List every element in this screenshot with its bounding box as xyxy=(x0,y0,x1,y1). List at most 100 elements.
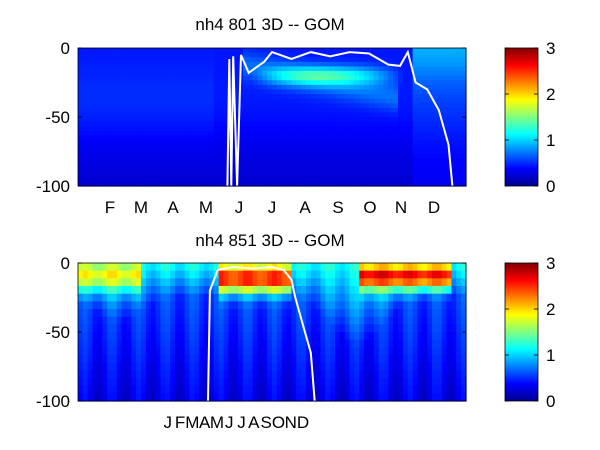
heatmap-cell xyxy=(267,378,273,387)
heatmap-cell xyxy=(349,84,356,90)
heatmap-cell xyxy=(388,149,394,155)
heatmap-cell xyxy=(301,286,307,295)
heatmap-cell xyxy=(194,98,200,104)
heatmap-cell xyxy=(213,309,220,318)
heatmap-cell xyxy=(373,278,380,287)
heatmap-cell xyxy=(170,355,176,364)
heatmap-cell xyxy=(189,370,195,379)
heatmap-cell xyxy=(92,309,98,318)
heatmap-cell xyxy=(189,98,195,104)
heatmap-cell xyxy=(373,293,380,302)
heatmap-cell xyxy=(281,98,288,104)
heatmap-cell xyxy=(213,378,220,387)
heatmap-cell xyxy=(330,158,336,164)
heatmap-cell xyxy=(175,130,181,136)
heatmap-cell xyxy=(301,378,307,387)
heatmap-cell xyxy=(131,324,137,333)
heatmap-cell xyxy=(291,149,297,155)
heatmap-cell xyxy=(184,140,191,146)
heatmap-cell xyxy=(373,309,380,318)
heatmap-cell xyxy=(131,103,137,109)
heatmap-cell xyxy=(291,393,297,402)
heatmap-cell xyxy=(461,301,467,310)
heatmap-cell xyxy=(184,316,191,325)
heatmap-cell xyxy=(111,309,118,318)
heatmap-cell xyxy=(155,309,162,318)
heatmap-cell xyxy=(446,309,453,318)
heatmap-cell xyxy=(116,48,123,54)
heatmap-cell xyxy=(296,153,302,159)
heatmap-cell xyxy=(204,347,210,356)
heatmap-cell xyxy=(364,158,370,164)
heatmap-cell xyxy=(451,71,457,77)
heatmap-cell xyxy=(441,57,448,63)
heatmap-cell xyxy=(456,167,462,173)
heatmap-cell xyxy=(436,270,443,279)
heatmap-cell xyxy=(97,75,103,81)
heatmap-cell xyxy=(272,355,278,364)
x-tick-label: O xyxy=(363,198,376,217)
heatmap-cell xyxy=(121,158,128,164)
heatmap-cell xyxy=(325,126,331,132)
heatmap-cell xyxy=(160,71,166,77)
heatmap-cell xyxy=(407,316,414,325)
heatmap-cell xyxy=(150,278,157,287)
heatmap-cell xyxy=(432,84,438,90)
heatmap-cell xyxy=(281,167,288,173)
heatmap-cell xyxy=(175,393,181,402)
heatmap-cell xyxy=(78,66,84,72)
heatmap-cell xyxy=(320,80,326,86)
heatmap-cell xyxy=(402,126,409,132)
heatmap-cell xyxy=(238,278,244,287)
heatmap-cell xyxy=(247,94,254,100)
heatmap-cell xyxy=(398,286,404,295)
heatmap-cell xyxy=(432,144,438,150)
heatmap-cell xyxy=(272,149,278,155)
heatmap-cell xyxy=(276,293,283,302)
heatmap-cell xyxy=(223,94,229,100)
heatmap-cell xyxy=(354,347,360,356)
heatmap-cell xyxy=(97,144,103,150)
heatmap-cell xyxy=(441,89,448,95)
heatmap-cell xyxy=(92,107,98,113)
heatmap-cell xyxy=(286,286,292,295)
heatmap-cell xyxy=(165,57,171,63)
heatmap-cell xyxy=(349,89,356,95)
heatmap-cell xyxy=(107,135,113,141)
heatmap-cell xyxy=(354,316,360,325)
heatmap-cell xyxy=(155,130,162,136)
heatmap-cell xyxy=(315,130,322,136)
heatmap-cell xyxy=(315,176,322,182)
heatmap-cell xyxy=(204,270,210,279)
heatmap-cell xyxy=(257,112,263,118)
heatmap-cell xyxy=(301,301,307,310)
heatmap-cell xyxy=(296,89,302,95)
heatmap-cell xyxy=(272,172,278,178)
heatmap-cell xyxy=(126,140,132,146)
heatmap-cell xyxy=(97,301,103,310)
heatmap-cell xyxy=(97,393,103,402)
heatmap-cell xyxy=(145,332,152,341)
heatmap-cell xyxy=(82,176,89,182)
heatmap-cell xyxy=(141,324,147,333)
heatmap-cell xyxy=(116,270,123,279)
heatmap-cell xyxy=(432,301,438,310)
heatmap-cell xyxy=(315,339,322,348)
heatmap-cell xyxy=(121,135,128,141)
heatmap-cell xyxy=(267,385,273,394)
heatmap-cell xyxy=(145,89,152,95)
heatmap-cell xyxy=(102,153,108,159)
heatmap-cell xyxy=(378,167,385,173)
heatmap-cell xyxy=(189,89,195,95)
heatmap-cell xyxy=(179,71,186,77)
heatmap-cell xyxy=(204,278,210,287)
heatmap-cell xyxy=(242,270,249,279)
heatmap-cell xyxy=(276,112,283,118)
heatmap-cell xyxy=(359,135,365,141)
heatmap-cell xyxy=(179,84,186,90)
heatmap-cell xyxy=(301,107,307,113)
heatmap-cell xyxy=(213,112,220,118)
heatmap-cell xyxy=(199,89,205,95)
heatmap-cell xyxy=(242,309,249,318)
heatmap-cell xyxy=(335,48,341,54)
